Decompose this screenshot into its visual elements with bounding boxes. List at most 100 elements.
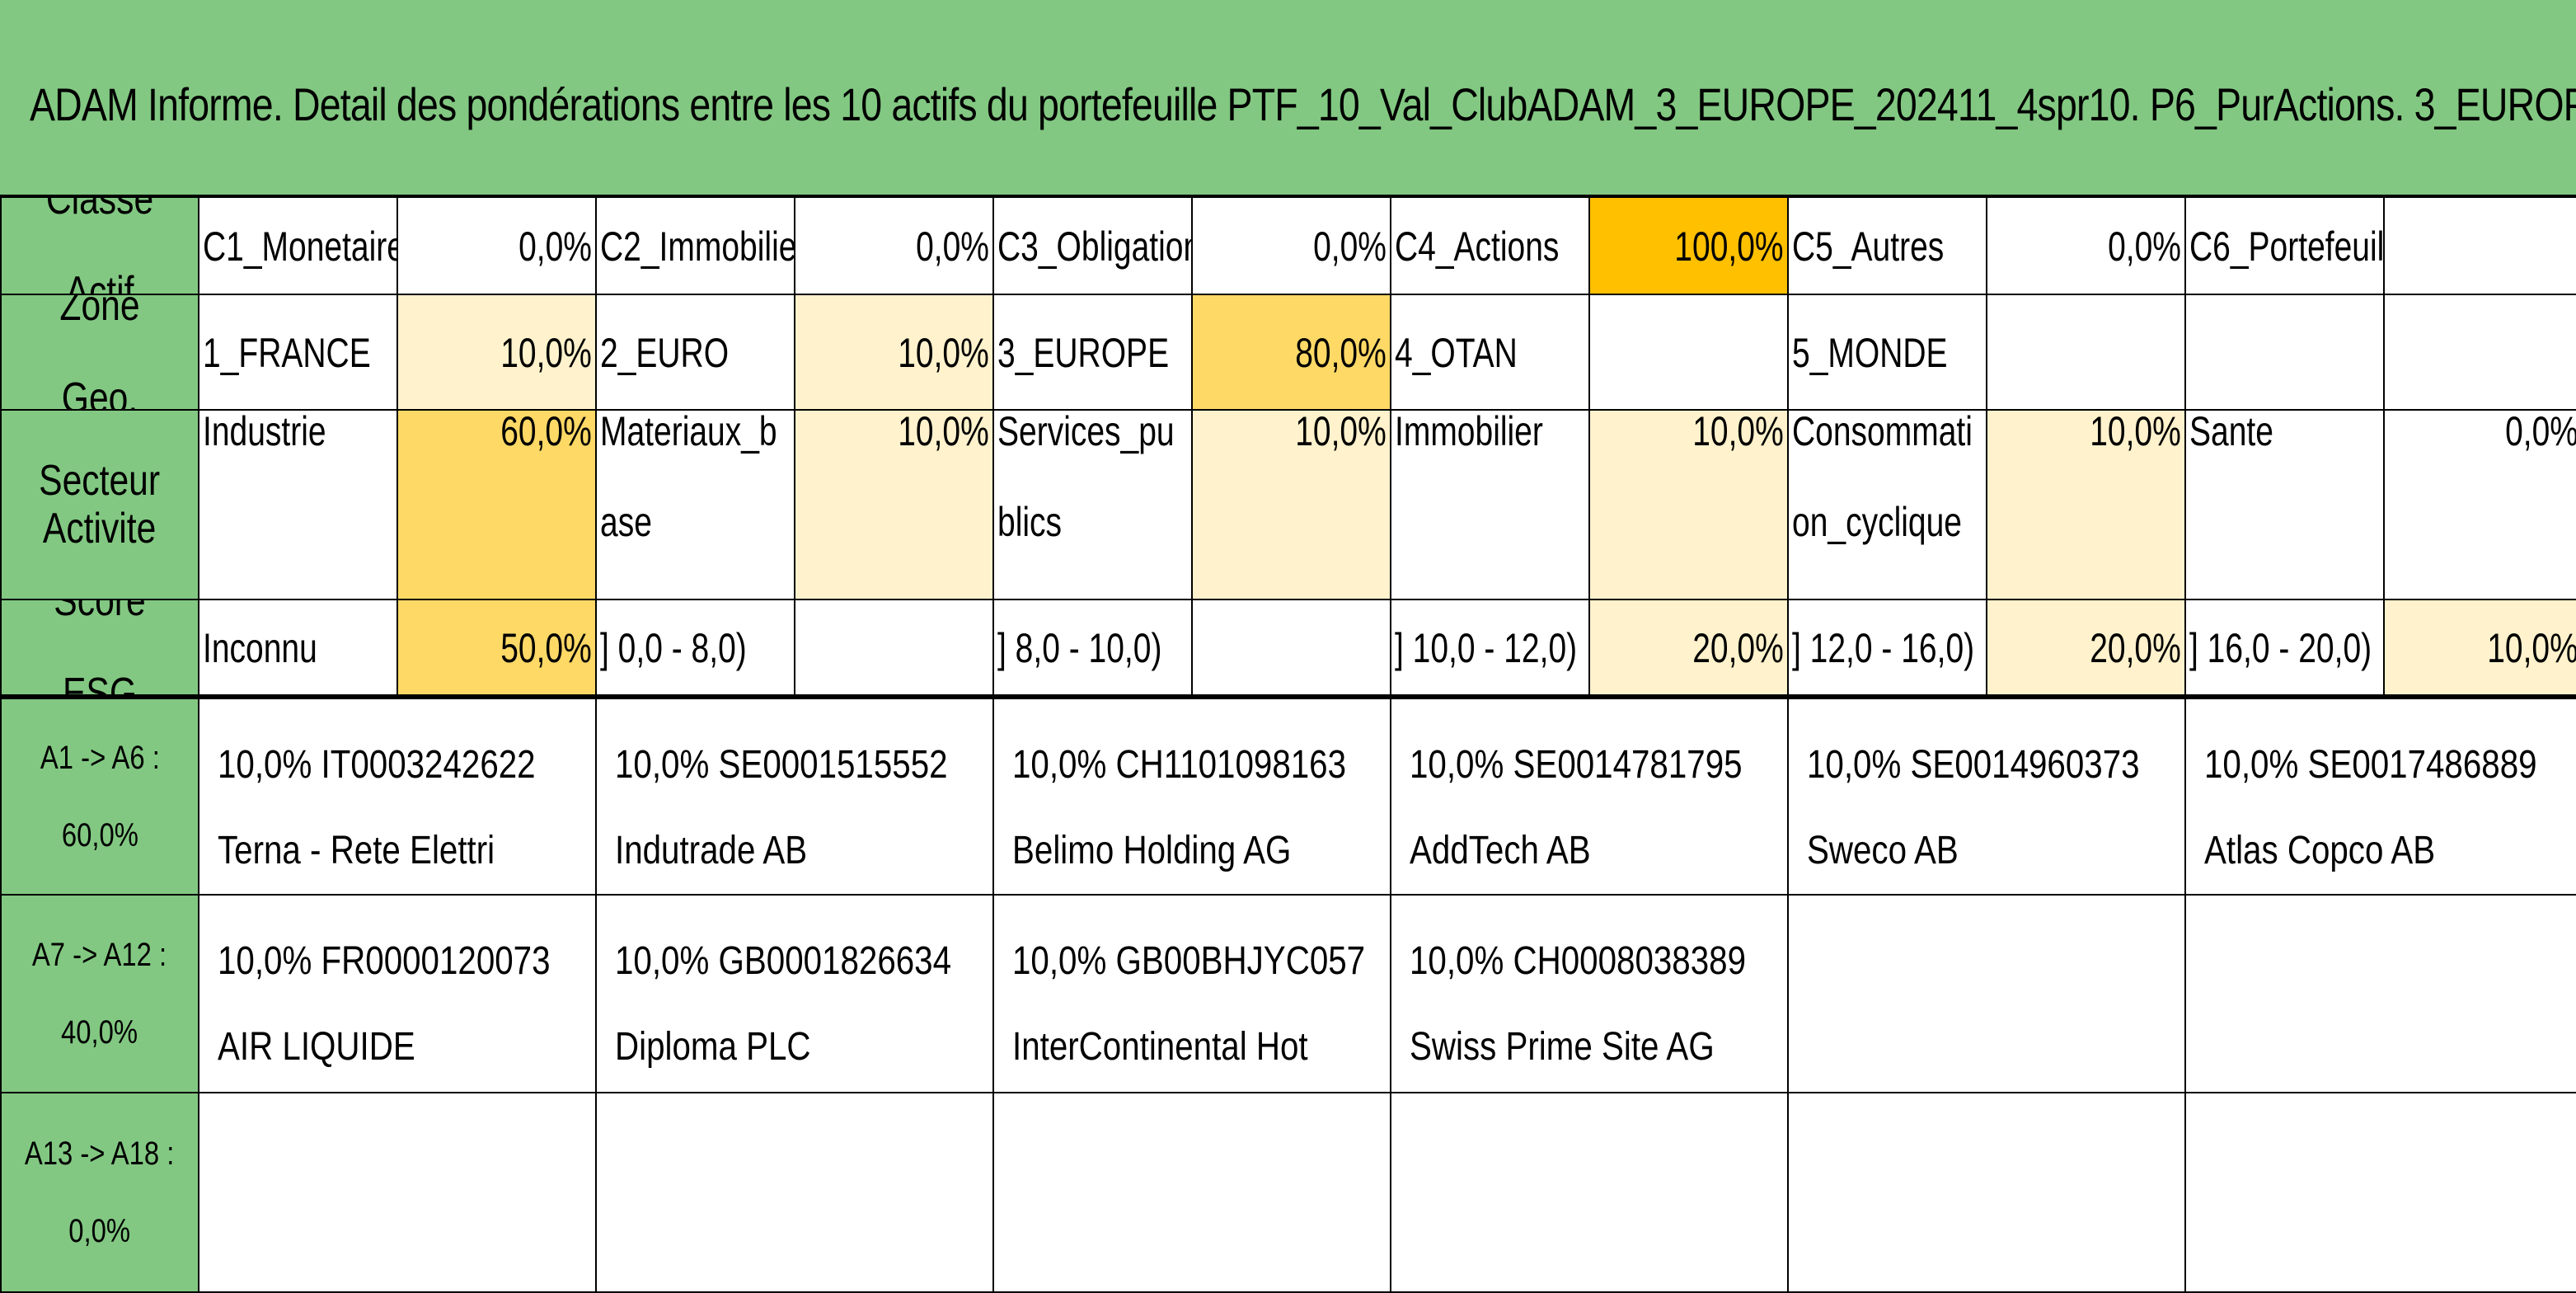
asset-name: Sweco AB xyxy=(1807,829,1959,872)
asset-group-label: A13 -> A18 : 0,0% xyxy=(25,1115,174,1270)
secteur-value-cell: 10,0% xyxy=(1987,411,2186,600)
zone-label: 3_EUROPE xyxy=(997,330,1170,376)
row-header-label: Secteur Activite xyxy=(40,457,161,552)
asset-cell xyxy=(199,1093,597,1293)
esg-value-cell xyxy=(795,600,994,696)
secteur-label: Consommation_cyclique xyxy=(1792,411,1973,545)
classe-label: C2_Immobilier xyxy=(600,223,795,270)
asset-cell xyxy=(1789,1093,2186,1293)
asset-name: Terna - Rete Elettri xyxy=(218,829,495,872)
esg-value-cell: 20,0% xyxy=(1590,600,1789,696)
asset-name: Belimo Holding AG xyxy=(1012,829,1292,872)
esg-label-cell: ] 0,0 - 8,0) xyxy=(597,600,795,696)
zone-label: 4_OTAN xyxy=(1395,330,1518,376)
asset-weight-isin: 10,0% SE0001515552 xyxy=(615,743,948,787)
classe-value: 100,0% xyxy=(1674,223,1784,270)
asset-cell: 10,0% SE0014781795 AddTech AB xyxy=(1391,696,1789,896)
secteur-value-cell: 10,0% xyxy=(1193,411,1391,600)
classe-label: C4_Actions xyxy=(1395,223,1560,270)
asset-cell xyxy=(2186,896,2576,1093)
secteur-value: 10,0% xyxy=(1295,411,1387,454)
asset-name: AddTech AB xyxy=(1410,829,1591,872)
zone-value: 10,0% xyxy=(898,330,989,376)
classe-label-cell: C2_Immobilier xyxy=(597,198,795,295)
esg-value: 20,0% xyxy=(1692,625,1784,671)
asset-name: AIR LIQUIDE xyxy=(218,1025,415,1069)
classe-value-cell: 100,0% xyxy=(1590,198,1789,295)
secteur-label-cell: Consommation_cyclique xyxy=(1789,411,1987,600)
asset-group-weight: 40,0% xyxy=(61,1014,138,1051)
asset-name: Atlas Copco AB xyxy=(2204,829,2436,872)
classe-label: C3_Obligations xyxy=(997,223,1191,270)
secteur-value: 60,0% xyxy=(500,411,592,454)
zone-value-cell xyxy=(2385,295,2576,411)
secteur-value-cell: 10,0% xyxy=(795,411,994,600)
esg-label-cell: ] 16,0 - 20,0) xyxy=(2186,600,2385,696)
classe-value: 0,0% xyxy=(916,223,989,270)
secteur-value: 10,0% xyxy=(1692,411,1784,454)
asset-cell: 10,0% SE0001515552 Indutrade AB xyxy=(597,696,994,896)
asset-name: Swiss Prime Site AG xyxy=(1410,1025,1715,1069)
secteur-value: 10,0% xyxy=(898,411,989,454)
classe-label: C6_Portefeuille xyxy=(2189,223,2385,270)
zone-value-cell xyxy=(1590,295,1789,411)
asset-weight-isin: 10,0% CH1101098163 xyxy=(1012,743,1347,787)
asset-cell: 10,0% GB00BHJYC057 InterContinental Hot xyxy=(994,896,1391,1093)
esg-label: Inconnu xyxy=(203,625,317,671)
esg-label-cell: ] 10,0 - 12,0) xyxy=(1391,600,1590,696)
row-header-secteur: Secteur Activite xyxy=(0,411,199,600)
row-header-esg: Score ESG xyxy=(0,600,199,696)
esg-label: ] 16,0 - 20,0) xyxy=(2189,625,2372,671)
classe-value: 0,0% xyxy=(1313,223,1387,270)
esg-value-cell: 50,0% xyxy=(398,600,597,696)
asset-weight-isin: 10,0% SE0017486889 xyxy=(2204,743,2537,787)
asset-group-weight: 60,0% xyxy=(61,817,138,853)
classe-label-cell: C6_Portefeuille xyxy=(2186,198,2385,295)
zone-label-cell: 5_MONDE xyxy=(1789,295,1987,411)
asset-group-weight: 0,0% xyxy=(68,1213,131,1249)
asset-group-header: A13 -> A18 : 0,0% xyxy=(0,1093,199,1293)
zone-label-cell: 2_EURO xyxy=(597,295,795,411)
asset-group-range: A13 -> A18 : xyxy=(25,1135,175,1172)
esg-value-cell: 20,0% xyxy=(1987,600,2186,696)
esg-label: ] 12,0 - 16,0) xyxy=(1792,625,1975,671)
secteur-label-cell: Materiaux_base xyxy=(597,411,795,600)
classe-label-cell: C3_Obligations xyxy=(994,198,1193,295)
esg-label: ] 10,0 - 12,0) xyxy=(1395,625,1578,671)
asset-name: Indutrade AB xyxy=(615,829,808,872)
zone-value-cell: 80,0% xyxy=(1193,295,1391,411)
secteur-label: Materiaux_base xyxy=(600,411,777,545)
esg-label-cell: ] 12,0 - 16,0) xyxy=(1789,600,1987,696)
classe-value-cell xyxy=(2385,198,2576,295)
asset-cell: 10,0% IT0003242622 Terna - Rete Elettri xyxy=(199,696,597,896)
esg-value-cell xyxy=(1193,600,1391,696)
zone-value: 80,0% xyxy=(1295,330,1387,376)
asset-cell: 10,0% SE0014960373 Sweco AB xyxy=(1789,696,2186,896)
asset-cell: 10,0% GB0001826634 Diploma PLC xyxy=(597,896,994,1093)
asset-group-header: A1 -> A6 : 60,0% xyxy=(0,696,199,896)
row-header-line: Activite xyxy=(43,505,157,552)
report-title: ADAM Informe. Detail des pondérations en… xyxy=(30,78,2576,130)
secteur-label-cell: Sante xyxy=(2186,411,2385,600)
esg-value: 50,0% xyxy=(500,625,592,671)
zone-label-cell: 1_FRANCE xyxy=(199,295,398,411)
asset-cell xyxy=(1391,1093,1789,1293)
secteur-value-cell: 10,0% xyxy=(1590,411,1789,600)
secteur-label-cell: Industrie xyxy=(199,411,398,600)
asset-name: Diploma PLC xyxy=(615,1025,811,1069)
asset-cell xyxy=(597,1093,994,1293)
asset-cell: 10,0% FR0000120073 AIR LIQUIDE xyxy=(199,896,597,1093)
asset-cell xyxy=(1789,896,2186,1093)
esg-label: ] 0,0 - 8,0) xyxy=(600,625,747,671)
asset-name: InterContinental Hot xyxy=(1012,1025,1308,1069)
esg-value: 10,0% xyxy=(2487,625,2576,671)
esg-value-cell: 10,0% xyxy=(2385,600,2576,696)
zone-value-cell: 10,0% xyxy=(398,295,597,411)
zone-value-cell xyxy=(1987,295,2186,411)
classe-label-cell: C5_Autres xyxy=(1789,198,1987,295)
row-header-zone: Zone Geo. xyxy=(0,295,199,411)
asset-group-range: A7 -> A12 : xyxy=(32,937,167,973)
asset-weight-isin: 10,0% IT0003242622 xyxy=(218,743,536,787)
row-header-classe: Classe Actif xyxy=(0,198,199,295)
